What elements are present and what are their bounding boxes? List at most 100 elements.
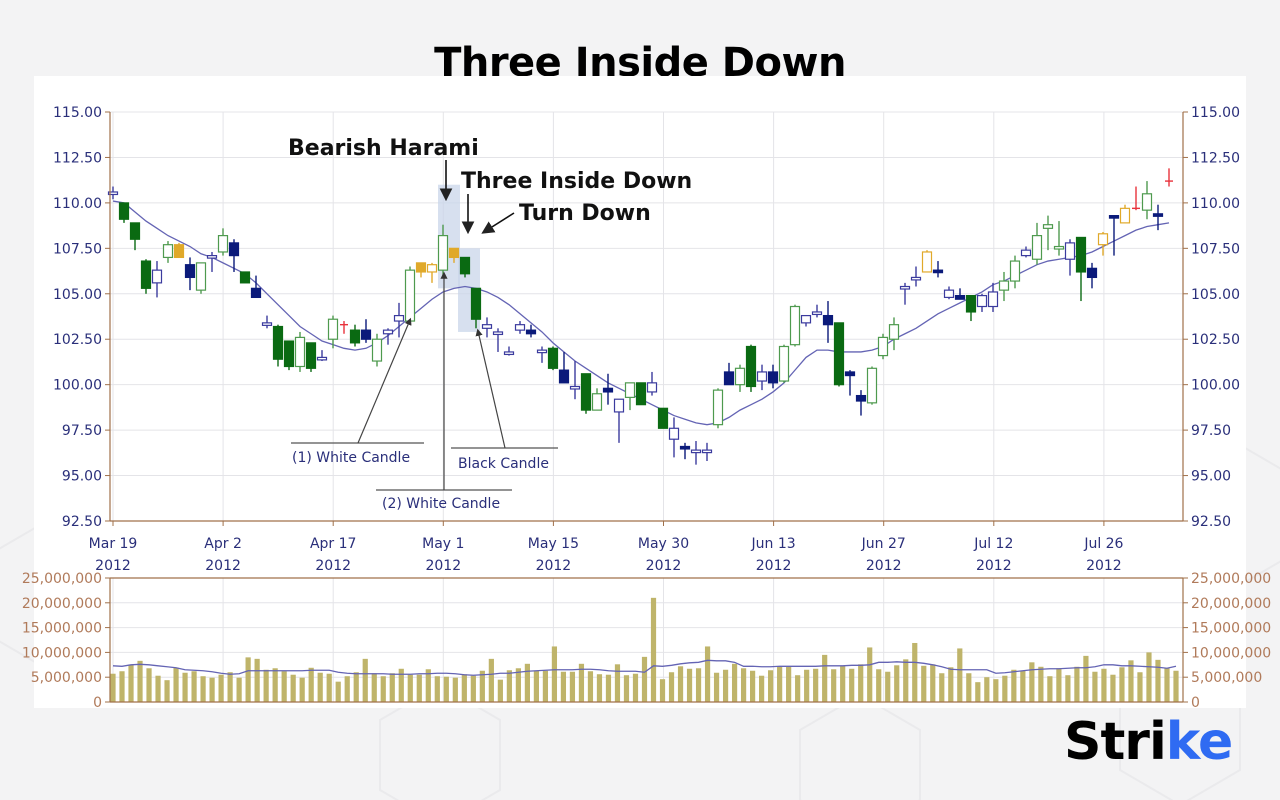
candle-body — [140, 260, 152, 289]
volume-bar — [1083, 655, 1089, 702]
candle — [503, 346, 515, 356]
y-tick-label-left: 100.00 — [53, 378, 102, 394]
candle-body — [470, 287, 482, 320]
volume-bar — [479, 670, 485, 702]
candle — [1152, 204, 1164, 231]
candle-body — [360, 329, 372, 340]
candle — [206, 251, 218, 272]
candle-body — [910, 276, 922, 281]
volume-bar — [290, 674, 296, 702]
candle-body — [206, 255, 218, 259]
candle — [481, 317, 493, 338]
candle — [360, 319, 372, 343]
volume-bar — [623, 675, 630, 702]
candle — [800, 314, 812, 327]
volume-bar — [587, 671, 594, 702]
volume-bar — [137, 660, 143, 702]
volume-bar — [1173, 670, 1179, 702]
volume-bar — [173, 667, 179, 702]
candle — [514, 321, 526, 334]
volume-bar — [1038, 666, 1044, 702]
candle — [756, 364, 768, 391]
annotation-white-candle-1: (1) White Candle — [292, 450, 410, 466]
candle-body — [734, 367, 746, 386]
candle-body — [690, 449, 702, 454]
candle-body — [382, 329, 394, 335]
candle-body — [657, 407, 669, 429]
volume-bar — [1002, 675, 1008, 702]
candle-body — [976, 294, 988, 308]
strike-logo: Strike — [1064, 712, 1233, 772]
candle — [217, 228, 229, 256]
volume-bar — [831, 669, 837, 702]
candle-body — [701, 449, 713, 454]
candle — [140, 259, 152, 294]
volume-bar — [245, 657, 251, 702]
candle-body — [239, 271, 251, 284]
candle — [723, 362, 735, 386]
volume-bar — [804, 669, 810, 702]
candle — [1064, 239, 1076, 276]
volume-bar — [894, 665, 900, 702]
x-tick-year: 2012 — [866, 558, 902, 574]
candle — [965, 294, 977, 322]
candle — [470, 287, 482, 329]
candle-body — [712, 389, 724, 426]
candle — [910, 266, 922, 287]
y-tick-label-left: 102.50 — [53, 332, 102, 348]
candle — [261, 315, 273, 329]
candle — [679, 442, 691, 460]
y-tick-label-right: 107.50 — [1191, 241, 1240, 257]
candle — [239, 271, 251, 284]
candle — [811, 304, 823, 318]
candle-body — [1108, 215, 1120, 219]
y-tick-label-left: 95.00 — [62, 469, 102, 485]
volume-bar — [461, 674, 467, 702]
logo-text-main: Stri — [1064, 712, 1167, 772]
candle-body — [118, 202, 130, 220]
candle — [1132, 186, 1140, 211]
volume-bar — [695, 668, 702, 702]
y-tick-label-left: 107.50 — [53, 241, 102, 257]
candle — [855, 390, 867, 416]
volume-bar — [1137, 672, 1143, 702]
candle-body — [668, 427, 680, 440]
x-tick-year: 2012 — [756, 558, 792, 574]
annotation-black-candle: Black Candle — [458, 456, 549, 472]
volume-bar — [110, 673, 116, 702]
y-tick-label-left: 97.50 — [62, 423, 102, 439]
candle — [1042, 215, 1054, 251]
volume-bar — [344, 676, 350, 702]
candle-body — [217, 235, 229, 253]
volume-bar — [317, 672, 323, 702]
volume-tick-label-left: 10,000,000 — [22, 645, 102, 661]
volume-tick-label-right: 5,000,000 — [1191, 670, 1262, 686]
candle-body — [151, 269, 163, 284]
x-tick-label: May 15 — [528, 536, 579, 552]
volume-bar — [308, 667, 314, 702]
volume-bar — [1029, 662, 1035, 702]
x-tick-year: 2012 — [536, 558, 572, 574]
candle — [415, 262, 427, 278]
volume-bar — [795, 675, 801, 702]
y-tick-label-left: 110.00 — [53, 196, 102, 212]
y-tick-label-right: 95.00 — [1191, 469, 1231, 485]
candle-body — [404, 269, 416, 322]
volume-bar — [876, 669, 882, 702]
candle — [866, 366, 878, 405]
candle-body — [943, 289, 955, 299]
volume-bar — [840, 665, 846, 702]
volume-bar — [713, 672, 720, 702]
candle-body — [800, 314, 812, 324]
candle — [987, 282, 999, 312]
candle-body — [866, 367, 878, 404]
price-grid — [110, 111, 1183, 522]
candle-body — [327, 318, 339, 340]
candle — [558, 351, 570, 384]
candle-body — [877, 336, 889, 357]
volume-bar — [515, 668, 521, 702]
volume-bar — [966, 673, 972, 702]
volume-bar — [425, 669, 431, 702]
white-candle-1-leader — [357, 317, 412, 444]
volume-bar — [578, 663, 585, 702]
